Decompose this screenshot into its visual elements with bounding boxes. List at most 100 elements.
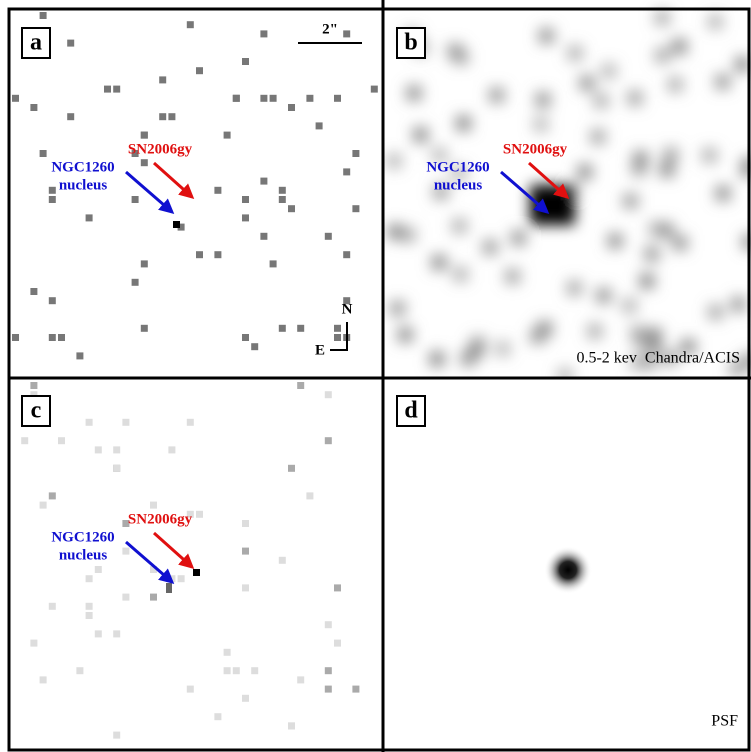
pixel: [85, 612, 93, 619]
pixel: [48, 196, 56, 203]
blob: [714, 73, 731, 90]
nucleus-label: NGC1260: [426, 159, 489, 175]
pixel: [278, 324, 286, 332]
blob: [632, 150, 649, 167]
pixel: [150, 593, 157, 601]
blob: [386, 152, 403, 169]
pixel: [196, 510, 203, 518]
pixel: [140, 324, 148, 332]
pixel: [48, 492, 56, 500]
blob: [680, 338, 697, 355]
blob: [447, 43, 464, 60]
blob: [662, 146, 679, 163]
pixel: [58, 437, 65, 445]
pixel: [113, 464, 121, 472]
blob: [576, 163, 593, 180]
pixel: [334, 639, 341, 647]
blob: [654, 47, 671, 64]
blob: [607, 232, 624, 249]
blob: [536, 320, 553, 337]
blob: [400, 226, 417, 243]
pixel: [12, 334, 19, 341]
pixel: [131, 278, 139, 286]
pixel: [48, 602, 56, 610]
pixel: [278, 196, 286, 203]
pixel: [242, 694, 249, 702]
pixel: [177, 575, 185, 583]
blob: [671, 38, 688, 55]
blob: [567, 45, 584, 62]
blob: [622, 193, 639, 210]
pixel: [242, 547, 249, 555]
arrow: [152, 161, 195, 200]
pixel: [297, 382, 305, 389]
blob: [701, 147, 718, 164]
panel-label: c: [31, 398, 42, 424]
pixel: [30, 639, 38, 647]
blob: [431, 146, 448, 163]
blob: [532, 116, 549, 133]
pixel: [251, 667, 259, 675]
scale-bar-label: 2": [322, 21, 338, 37]
pixel: [58, 334, 65, 341]
nucleus-label: NGC1260: [51, 159, 114, 175]
pixel: [67, 39, 75, 47]
pixel: [297, 676, 305, 684]
pixel: [324, 391, 332, 399]
blob: [641, 353, 658, 370]
pixel: [352, 685, 360, 693]
blob: [667, 76, 684, 93]
blob: [648, 221, 665, 238]
blob: [715, 185, 732, 202]
pixel: [94, 446, 102, 454]
blob: [470, 335, 487, 352]
blob: [557, 367, 574, 377]
pixel: [30, 104, 38, 111]
pixel: [177, 223, 185, 231]
arrow: [500, 170, 550, 214]
pixel: [39, 12, 47, 19]
pixel: [140, 159, 148, 167]
pixel: [122, 418, 130, 426]
pixel: [113, 446, 121, 454]
pixel: [260, 177, 268, 185]
blob: [739, 162, 751, 179]
pixel: [159, 113, 167, 121]
pixel: [343, 297, 351, 305]
blob: [730, 296, 747, 313]
pixel: [85, 214, 93, 222]
blob: [566, 280, 583, 297]
pixel: [122, 593, 130, 601]
pixel: [343, 251, 351, 259]
blob: [579, 75, 596, 92]
pixel: [223, 648, 231, 656]
pixel: [131, 196, 139, 203]
panel-label-box: [396, 395, 426, 427]
blob: [621, 297, 638, 314]
blob: [482, 239, 499, 256]
pixel: [324, 621, 332, 629]
blob: [639, 273, 656, 290]
blob: [654, 9, 671, 26]
pixel: [76, 667, 84, 675]
pixel: [122, 520, 130, 527]
pixel: [242, 584, 249, 592]
pixel: [122, 547, 130, 555]
panel-label-box: [21, 395, 51, 427]
pixel: [85, 418, 93, 426]
blob: [452, 266, 469, 283]
pixel: [39, 501, 47, 509]
pixel: [85, 575, 93, 583]
pixel: [113, 731, 121, 739]
pixel: [113, 630, 121, 638]
pixel: [131, 150, 139, 157]
pixel: [297, 324, 305, 332]
blob: [734, 56, 751, 73]
blob: [589, 128, 606, 145]
blob: [600, 63, 617, 80]
compass-east: E: [315, 342, 325, 358]
pixel: [85, 602, 93, 610]
pixel: [288, 205, 295, 213]
blob: [593, 92, 610, 109]
source-label: SN2006gy: [128, 141, 193, 157]
